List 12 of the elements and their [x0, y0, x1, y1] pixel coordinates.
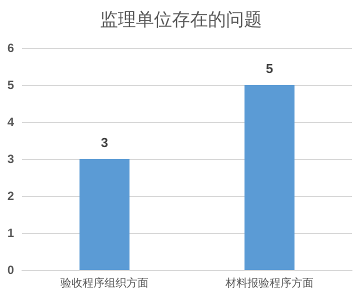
data-label: 5 — [266, 61, 274, 76]
x-tick-label: 材料报验程序方面 — [224, 276, 314, 290]
y-tick-label: 1 — [7, 226, 14, 240]
y-tick-label: 3 — [7, 152, 14, 166]
chart-title: 监理单位存在的问题 — [100, 10, 262, 30]
y-tick-label: 2 — [7, 189, 14, 203]
y-tick-label: 5 — [7, 78, 14, 92]
y-tick-label: 6 — [7, 41, 14, 55]
y-tick-label: 4 — [7, 115, 14, 129]
x-tick-label: 验收程序组织方面 — [60, 276, 148, 290]
data-label: 3 — [100, 135, 108, 150]
y-tick-label: 0 — [7, 263, 14, 277]
